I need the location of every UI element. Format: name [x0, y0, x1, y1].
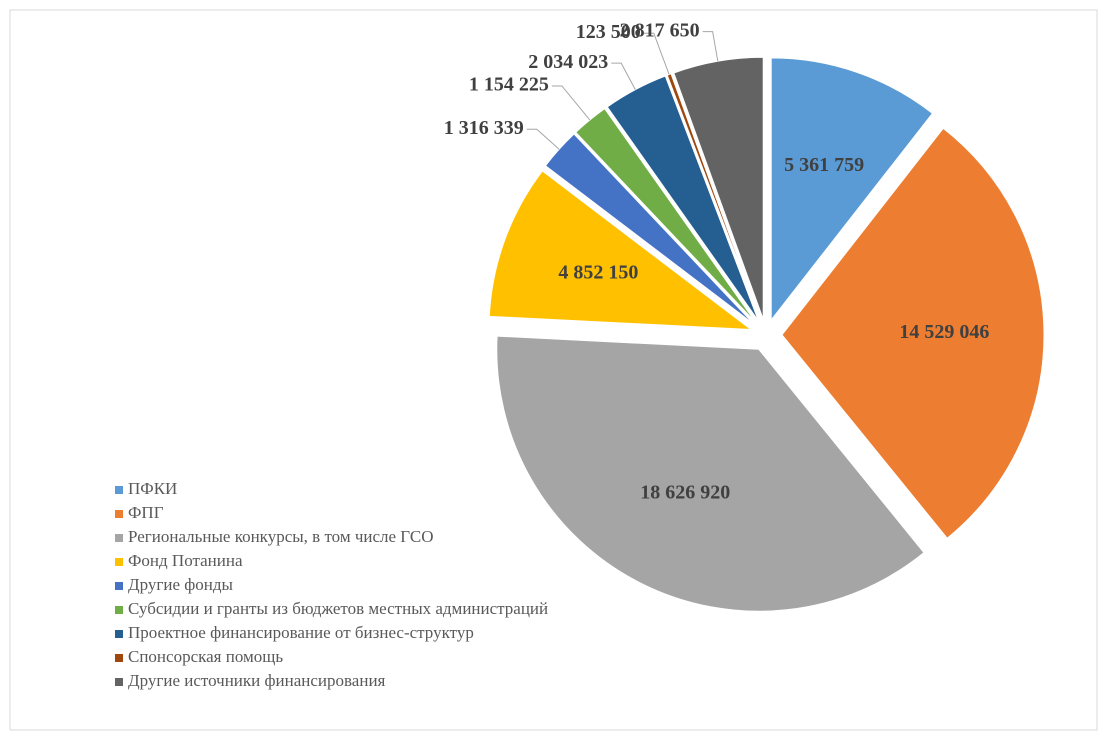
legend-label: Другие фонды	[128, 575, 234, 594]
leader-line	[611, 62, 636, 90]
legend-swatch	[115, 558, 123, 566]
leader-line	[702, 31, 719, 62]
leader-line	[551, 85, 591, 121]
data-label: 14 529 046	[899, 321, 989, 343]
data-label: 1 154 225	[469, 74, 549, 96]
legend-label: Субсидии и гранты из бюджетов местных ад…	[128, 599, 548, 618]
pie-slice	[770, 57, 934, 322]
data-label: 5 361 759	[784, 154, 864, 176]
pie-slice	[673, 56, 764, 320]
legend-label: Другие источники финансирования	[128, 671, 386, 690]
legend-label: ПФКИ	[128, 479, 177, 498]
legend-swatch	[115, 630, 123, 638]
pie-slice	[496, 335, 925, 612]
legend-swatch	[115, 486, 123, 494]
legend-label: Фонд Потанина	[128, 551, 243, 570]
legend-swatch	[115, 606, 123, 614]
legend-swatch	[115, 534, 123, 542]
data-label: 18 626 920	[640, 482, 730, 504]
data-label: 123 500	[576, 21, 641, 43]
pie-slice	[781, 127, 1045, 539]
data-label: 4 852 150	[558, 261, 638, 283]
leader-line	[643, 32, 670, 75]
legend-swatch	[115, 510, 123, 518]
legend-label: Спонсорская помощь	[128, 647, 283, 666]
data-label: 2 817 650	[620, 19, 700, 41]
legend-swatch	[115, 582, 123, 590]
leader-line	[526, 128, 560, 150]
pie-slice	[606, 75, 759, 322]
legend-swatch	[115, 654, 123, 662]
data-label: 2 034 023	[528, 51, 608, 73]
legend-swatch	[115, 678, 123, 686]
pie-slice	[544, 133, 755, 325]
pie-slice	[488, 170, 753, 331]
legend-label: Региональные конкурсы, в том числе ГСО	[128, 527, 434, 546]
data-label: 1 316 339	[444, 117, 524, 139]
legend-label: ФПГ	[128, 503, 164, 522]
legend-label: Проектное финансирование от бизнес-струк…	[128, 623, 474, 642]
